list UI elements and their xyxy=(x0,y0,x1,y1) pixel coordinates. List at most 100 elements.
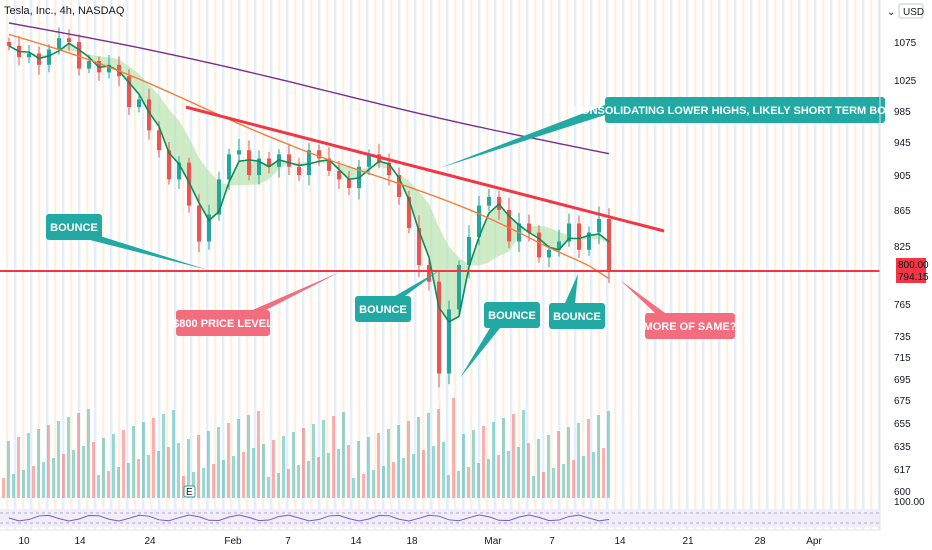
callout-800-level[interactable]: $800 PRICE LEVEL xyxy=(173,272,340,336)
session-band xyxy=(166,0,169,530)
candle-body xyxy=(297,166,301,175)
session-band xyxy=(622,0,625,530)
session-band xyxy=(726,0,729,530)
callout-bounce-3[interactable]: BOUNCE xyxy=(460,302,540,378)
session-band xyxy=(510,0,513,530)
session-band xyxy=(590,0,593,530)
session-band xyxy=(862,0,865,530)
candle-body xyxy=(197,205,201,242)
volume-bar xyxy=(437,409,440,498)
candle-body xyxy=(607,219,611,272)
session-band xyxy=(358,0,361,530)
volume-bar xyxy=(312,424,315,498)
callout-more-of-same[interactable]: MORE OF SAME? xyxy=(620,280,737,339)
session-band xyxy=(790,0,793,530)
candle-body xyxy=(267,158,271,167)
session-band xyxy=(774,0,777,530)
session-band xyxy=(734,0,737,530)
session-band xyxy=(718,0,721,530)
volume-bar xyxy=(262,444,265,498)
volume-bar xyxy=(247,415,250,498)
candle-body xyxy=(487,196,491,206)
session-band xyxy=(278,0,281,530)
callout-box xyxy=(484,302,540,328)
volume-bar xyxy=(12,474,15,498)
session-band xyxy=(838,0,841,530)
callout-bounce-4[interactable]: BOUNCE xyxy=(549,274,605,329)
callout-bounce-2[interactable]: BOUNCE xyxy=(355,270,440,322)
candle-body xyxy=(87,61,91,69)
session-band xyxy=(686,0,689,530)
volume-bar xyxy=(222,460,225,498)
volume-bar xyxy=(552,468,555,498)
earnings-icon[interactable]: E xyxy=(183,485,196,498)
session-band xyxy=(486,0,489,530)
callout-box xyxy=(176,310,270,336)
volume-bar xyxy=(82,446,85,498)
volume-bar xyxy=(342,412,345,498)
level-price-tag-bg xyxy=(896,258,926,271)
session-band xyxy=(150,0,153,530)
moving-averages xyxy=(8,22,610,323)
volume-bar xyxy=(557,431,560,498)
session-band xyxy=(694,0,697,530)
trendline xyxy=(185,105,665,233)
session-band xyxy=(342,0,345,530)
candle-body xyxy=(287,154,291,167)
volume-bar xyxy=(492,422,495,498)
candle-body xyxy=(27,53,31,58)
session-band xyxy=(350,0,353,530)
volume-bar xyxy=(277,473,280,498)
rsi-background xyxy=(0,509,880,527)
volume-bar xyxy=(462,434,465,498)
volume-bar xyxy=(522,410,525,498)
volume-bar xyxy=(132,426,135,498)
session-bands xyxy=(6,0,881,530)
candle-body xyxy=(247,150,251,175)
volume-bar xyxy=(352,478,355,498)
candle-body xyxy=(207,214,211,242)
candle-body xyxy=(507,210,511,242)
candle-body xyxy=(147,99,151,131)
volume-bar xyxy=(202,468,205,498)
volume-bar xyxy=(272,440,275,498)
candle-body xyxy=(57,38,61,50)
volume-bar xyxy=(72,450,75,498)
price-tick-label: 635 xyxy=(894,442,911,453)
volume-bar xyxy=(482,426,485,498)
volume-bar xyxy=(212,464,215,498)
time-tick-label: Mar xyxy=(484,536,502,547)
ma-slow-line xyxy=(8,22,610,155)
callout-bounce-1[interactable]: BOUNCE xyxy=(46,214,208,270)
session-band xyxy=(326,0,329,530)
rsi-line xyxy=(8,514,610,522)
volume-bar xyxy=(237,419,240,498)
volume-bar xyxy=(32,466,35,498)
volume-bar xyxy=(42,462,45,498)
ma-ribbon-fill xyxy=(9,43,609,322)
candle-body xyxy=(347,179,351,189)
price-tick-label: 1025 xyxy=(894,76,917,87)
volume-bar xyxy=(487,459,490,498)
volume-bar xyxy=(102,438,105,498)
candle-body xyxy=(327,158,331,171)
session-band xyxy=(878,0,881,530)
volume-bar xyxy=(142,422,145,498)
volume-bar xyxy=(47,425,50,498)
session-band xyxy=(710,0,713,530)
price-tick-label: 945 xyxy=(894,138,911,149)
session-band xyxy=(374,0,377,530)
volume-bar xyxy=(517,447,520,498)
session-band xyxy=(494,0,497,530)
session-band xyxy=(414,0,417,530)
callout-consolidating[interactable]: CONSOLIDATING LOWER HIGHS, LIKELY SHORT … xyxy=(440,97,917,168)
callout-pointer xyxy=(90,236,208,270)
volume-bar xyxy=(502,418,505,498)
session-band xyxy=(334,0,337,530)
currency-selector[interactable]: USD ⌄ xyxy=(887,3,924,19)
volume-bar xyxy=(392,462,395,498)
candle-body xyxy=(187,162,191,206)
volume-bar xyxy=(37,429,40,498)
volume-bar xyxy=(297,465,300,498)
